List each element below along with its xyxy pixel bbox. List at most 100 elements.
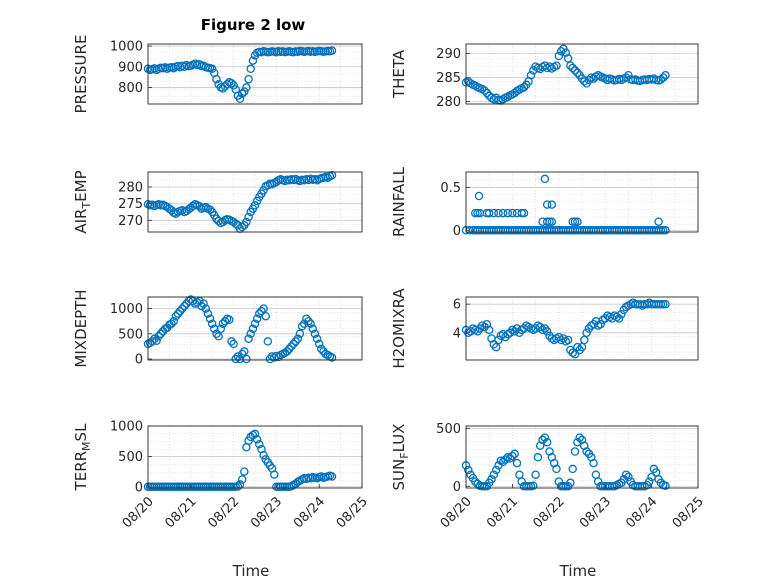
x-axis-label: Time [559,562,597,580]
data-point [231,354,240,364]
data-point [259,450,268,460]
data-point [242,217,251,227]
data-point [575,433,584,442]
x-tick-label: 08/25 [670,494,707,531]
data-point [661,226,670,235]
data-point [197,301,206,311]
data-point [252,314,262,323]
y-tick-label: 0.5 [440,181,461,196]
x-tick-label: 08/25 [334,494,371,531]
data-point [312,334,322,344]
y-tick-label: 500 [118,450,143,465]
data-point [212,329,221,339]
data-point [510,449,519,459]
data-point [205,205,215,214]
data-point [199,299,208,308]
y-tick-label: 275 [118,197,143,212]
data-point [237,89,247,98]
data-point [214,216,223,226]
data-point [203,309,213,318]
data-point [207,64,217,74]
data-point [308,324,318,334]
panel-theta: 280 285 290 THETA [390,43,699,110]
data-point [573,437,582,447]
data-point [201,202,211,212]
grid [148,172,362,232]
data-point [218,84,228,93]
y-axis-label: PRESSURE [72,35,90,114]
data-point [246,329,255,339]
data-point [545,217,554,226]
data-point [250,429,260,439]
data-point [566,61,575,70]
data-point [169,63,178,73]
axes-box [465,296,699,361]
figure-title: Figure 2 low [201,16,306,34]
data-point [471,325,480,335]
data-point [169,316,178,326]
data-point [489,208,499,218]
data-point [540,174,550,184]
data-point [494,335,503,345]
y-axis-label: MIXDEPTH [72,289,90,367]
data-point [242,83,251,92]
axes-box [465,43,699,105]
x-tick-label: 08/22 [531,494,568,531]
series-markers [143,429,337,492]
data-point [282,347,292,356]
data-point [252,435,262,444]
data-point [503,208,513,218]
x-tick-label: 08/23 [248,494,285,531]
data-point [482,319,492,329]
data-point [229,81,238,90]
panel-mixdepth: 0 500 1000 MIXDEPTH [72,289,363,368]
data-point [624,70,633,80]
data-point [229,339,238,349]
data-point [529,481,538,490]
data-point [563,335,573,345]
axes-box [147,43,363,105]
data-point [552,61,561,70]
data-point [207,319,217,328]
data-point [235,354,245,364]
data-point [263,337,273,346]
data-point [524,482,533,491]
data-point [661,299,670,309]
data-point [568,63,577,73]
data-point [617,309,626,319]
data-point [156,329,166,339]
grid [148,297,362,360]
data-point [593,477,603,486]
data-point [150,334,159,344]
y-tick-label: 6 [453,298,461,313]
x-tick-label: 08/24 [291,494,328,531]
data-point [526,70,536,80]
data-point [284,344,294,354]
data-point [299,319,309,328]
data-point [158,200,168,209]
data-point [658,73,668,82]
data-point [259,304,268,313]
data-point [216,324,226,334]
x-tick-label: 08/20 [120,494,157,531]
data-point [542,327,552,336]
y-axis-label: RAINFALL [390,166,408,237]
y-axis-label: TERRMSL [72,423,93,492]
data-point [464,465,473,475]
y-axis-label: THETA [390,49,408,99]
axes-box [465,425,699,489]
data-point [327,353,337,362]
data-point [167,319,176,328]
data-point [220,316,230,326]
data-point [246,64,255,74]
data-point [295,329,305,339]
data-point [552,464,561,474]
data-point [323,173,333,182]
y-tick-label: 0 [453,480,461,495]
data-point [323,350,333,360]
data-point [291,337,300,346]
y-tick-label: 900 [118,60,143,75]
data-point [180,62,189,72]
axes-box [147,171,363,233]
